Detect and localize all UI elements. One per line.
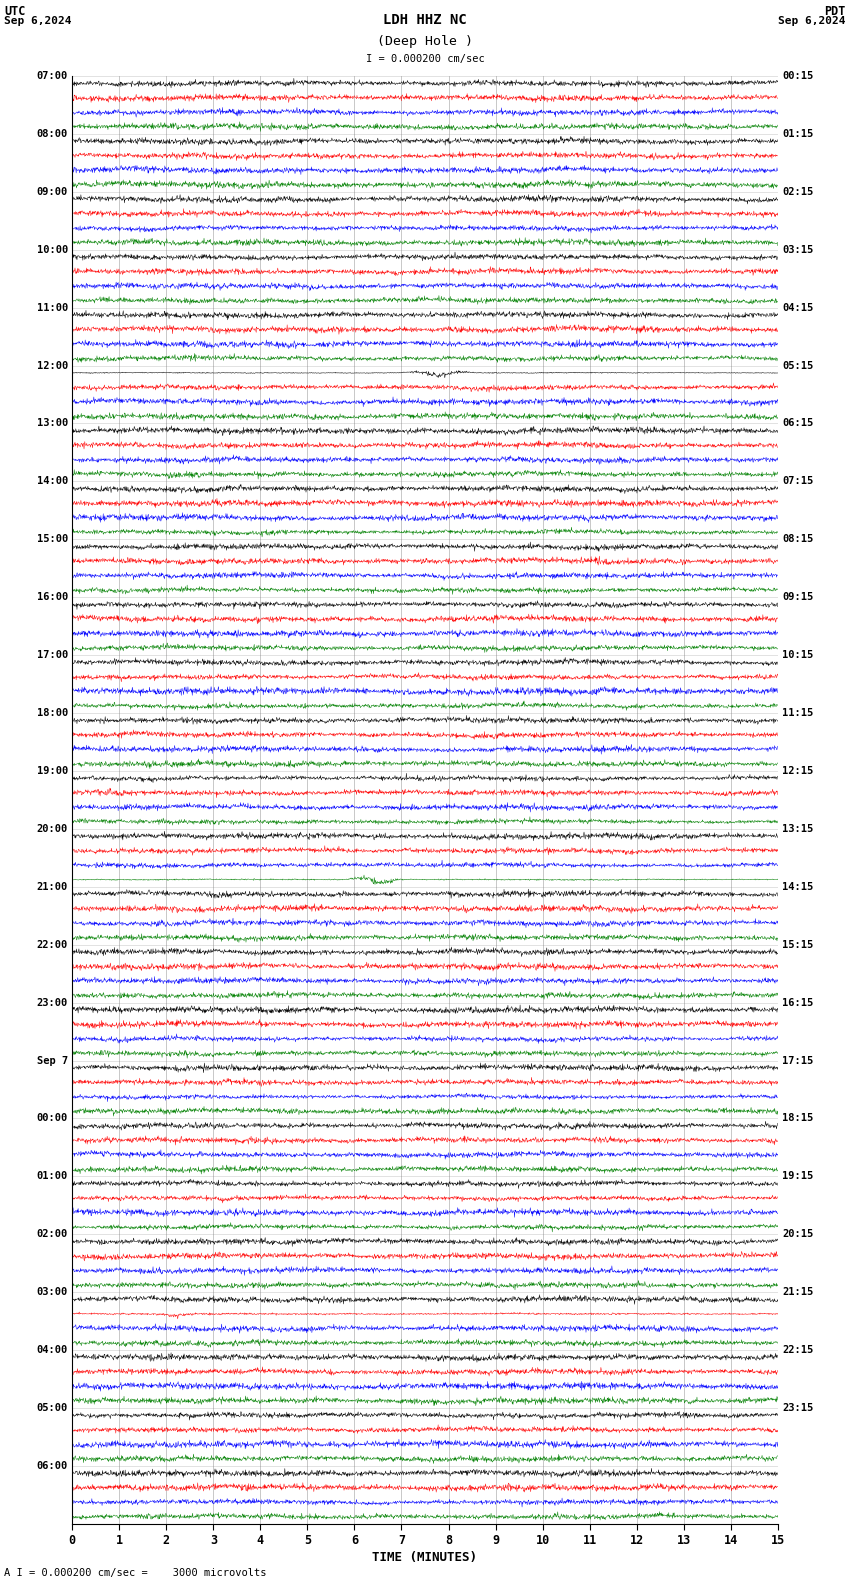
Text: 10:15: 10:15 (782, 649, 813, 661)
Text: 12:00: 12:00 (37, 361, 68, 371)
X-axis label: TIME (MINUTES): TIME (MINUTES) (372, 1551, 478, 1565)
Text: 17:15: 17:15 (782, 1055, 813, 1066)
Text: (Deep Hole ): (Deep Hole ) (377, 35, 473, 48)
Text: 04:15: 04:15 (782, 303, 813, 312)
Text: 05:00: 05:00 (37, 1403, 68, 1413)
Text: 11:15: 11:15 (782, 708, 813, 718)
Text: 00:00: 00:00 (37, 1114, 68, 1123)
Text: 01:00: 01:00 (37, 1171, 68, 1182)
Text: 15:15: 15:15 (782, 939, 813, 950)
Text: 03:15: 03:15 (782, 246, 813, 255)
Text: 14:00: 14:00 (37, 477, 68, 486)
Text: 21:00: 21:00 (37, 882, 68, 892)
Text: 01:15: 01:15 (782, 128, 813, 139)
Text: 23:15: 23:15 (782, 1403, 813, 1413)
Text: 07:15: 07:15 (782, 477, 813, 486)
Text: 03:00: 03:00 (37, 1288, 68, 1297)
Text: 14:15: 14:15 (782, 882, 813, 892)
Text: 18:15: 18:15 (782, 1114, 813, 1123)
Text: 08:15: 08:15 (782, 534, 813, 545)
Text: Sep 7: Sep 7 (37, 1055, 68, 1066)
Text: PDT: PDT (824, 5, 846, 17)
Text: 23:00: 23:00 (37, 998, 68, 1007)
Text: 17:00: 17:00 (37, 649, 68, 661)
Text: 13:00: 13:00 (37, 418, 68, 429)
Text: 02:00: 02:00 (37, 1229, 68, 1239)
Text: Sep 6,2024: Sep 6,2024 (4, 16, 71, 25)
Text: 09:15: 09:15 (782, 592, 813, 602)
Text: 04:00: 04:00 (37, 1345, 68, 1354)
Text: I = 0.000200 cm/sec: I = 0.000200 cm/sec (366, 54, 484, 63)
Text: 10:00: 10:00 (37, 246, 68, 255)
Text: 15:00: 15:00 (37, 534, 68, 545)
Text: LDH HHZ NC: LDH HHZ NC (383, 13, 467, 27)
Text: 13:15: 13:15 (782, 824, 813, 833)
Text: 09:00: 09:00 (37, 187, 68, 196)
Text: 16:15: 16:15 (782, 998, 813, 1007)
Text: 18:00: 18:00 (37, 708, 68, 718)
Text: 22:00: 22:00 (37, 939, 68, 950)
Text: 12:15: 12:15 (782, 767, 813, 776)
Text: 00:15: 00:15 (782, 71, 813, 81)
Text: 19:00: 19:00 (37, 767, 68, 776)
Text: Sep 6,2024: Sep 6,2024 (779, 16, 846, 25)
Text: 19:15: 19:15 (782, 1171, 813, 1182)
Text: 20:15: 20:15 (782, 1229, 813, 1239)
Text: 11:00: 11:00 (37, 303, 68, 312)
Text: 06:15: 06:15 (782, 418, 813, 429)
Text: A I = 0.000200 cm/sec =    3000 microvolts: A I = 0.000200 cm/sec = 3000 microvolts (4, 1568, 267, 1578)
Text: 02:15: 02:15 (782, 187, 813, 196)
Text: 22:15: 22:15 (782, 1345, 813, 1354)
Text: 05:15: 05:15 (782, 361, 813, 371)
Text: 08:00: 08:00 (37, 128, 68, 139)
Text: 06:00: 06:00 (37, 1460, 68, 1472)
Text: 07:00: 07:00 (37, 71, 68, 81)
Text: UTC: UTC (4, 5, 26, 17)
Text: 16:00: 16:00 (37, 592, 68, 602)
Text: 21:15: 21:15 (782, 1288, 813, 1297)
Text: 20:00: 20:00 (37, 824, 68, 833)
